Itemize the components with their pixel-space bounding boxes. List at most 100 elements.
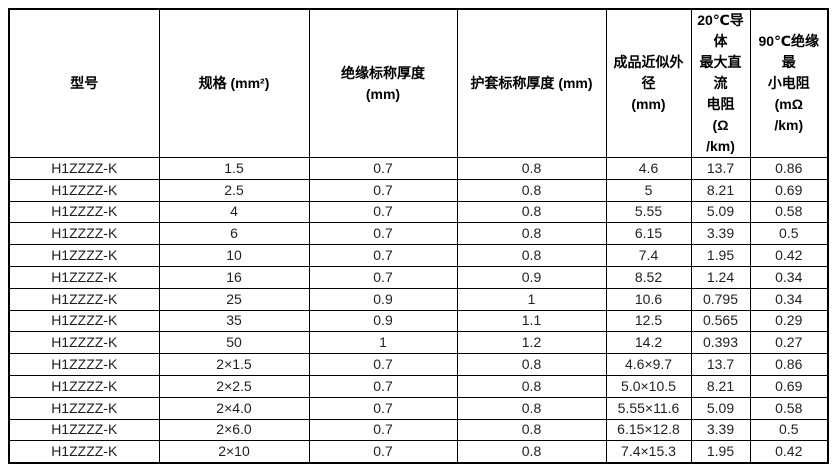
cell-outer-diameter: 6.15	[605, 222, 692, 246]
cell-insulation-thickness: 0.7	[308, 157, 458, 180]
cell-min-resistance-90c: 0.42	[749, 244, 829, 267]
table-row: H1ZZZZ-K 25 0.9 1 10.6 0.795 0.34	[8, 287, 829, 311]
cell-model: H1ZZZZ-K	[8, 244, 160, 267]
table-row: H1ZZZZ-K 2×4.0 0.7 0.8 5.55×11.6 5.09 0.58	[8, 396, 829, 420]
cell-insulation-thickness: 0.7	[308, 353, 458, 376]
cell-outer-diameter: 4.6	[605, 157, 692, 180]
cell-outer-diameter: 5.55×11.6	[605, 396, 692, 420]
cell-min-resistance-90c: 0.69	[749, 178, 829, 202]
cell-dc-resistance-20c: 3.39	[690, 222, 751, 246]
cell-dc-resistance-20c: 13.7	[690, 353, 751, 376]
cell-sheath-thickness: 0.8	[456, 200, 607, 224]
cell-model: H1ZZZZ-K	[8, 178, 160, 202]
table-row: H1ZZZZ-K 35 0.9 1.1 12.5 0.565 0.29	[8, 309, 829, 333]
cell-sheath-thickness: 0.8	[456, 396, 607, 420]
cell-outer-diameter: 8.52	[605, 265, 692, 289]
table-row: H1ZZZZ-K 4 0.7 0.8 5.55 5.09 0.58	[8, 200, 829, 224]
cell-sheath-thickness: 0.8	[456, 157, 607, 180]
cell-spec: 2×6.0	[158, 418, 310, 442]
cell-insulation-thickness: 0.7	[308, 440, 458, 464]
cell-min-resistance-90c: 0.42	[749, 440, 829, 464]
cell-min-resistance-90c: 0.34	[749, 265, 829, 289]
cell-min-resistance-90c: 0.5	[749, 418, 829, 442]
cell-sheath-thickness: 0.9	[456, 265, 607, 289]
column-header-outer-diameter: 成品近似外径 (mm)	[605, 8, 692, 158]
cell-model: H1ZZZZ-K	[8, 396, 160, 420]
cell-spec: 50	[158, 331, 310, 355]
cell-dc-resistance-20c: 8.21	[690, 178, 751, 202]
header-row: 型号 规格 (mm²) 绝缘标称厚度 (mm) 护套标称厚度 (mm) 成品近似外径 (…	[8, 8, 829, 158]
table-row: H1ZZZZ-K 2×10 0.7 0.8 7.4×15.3 1.95 0.42	[8, 440, 829, 464]
cell-dc-resistance-20c: 0.565	[690, 309, 751, 333]
cell-spec: 2×10	[158, 440, 310, 464]
cell-outer-diameter: 7.4×15.3	[605, 440, 692, 464]
cell-sheath-thickness: 0.8	[456, 374, 607, 398]
cell-min-resistance-90c: 0.58	[749, 200, 829, 224]
cell-dc-resistance-20c: 1.95	[690, 440, 751, 464]
cell-dc-resistance-20c: 1.24	[690, 265, 751, 289]
cell-spec: 6	[158, 222, 310, 246]
cell-spec: 35	[158, 309, 310, 333]
table-header: 型号 规格 (mm²) 绝缘标称厚度 (mm) 护套标称厚度 (mm) 成品近似外径 (…	[8, 8, 829, 158]
table-row: H1ZZZZ-K 2.5 0.7 0.8 5 8.21 0.69	[8, 178, 829, 202]
table-row: H1ZZZZ-K 6 0.7 0.8 6.15 3.39 0.5	[8, 222, 829, 246]
cell-spec: 25	[158, 287, 310, 311]
cable-spec-table: 型号 规格 (mm²) 绝缘标称厚度 (mm) 护套标称厚度 (mm) 成品近似外径 (…	[8, 8, 829, 464]
cell-sheath-thickness: 1.1	[456, 309, 607, 333]
cell-min-resistance-90c: 0.34	[749, 287, 829, 311]
cell-insulation-thickness: 0.7	[308, 418, 458, 442]
table-row: H1ZZZZ-K 10 0.7 0.8 7.4 1.95 0.42	[8, 244, 829, 267]
cell-spec: 2×2.5	[158, 374, 310, 398]
cell-model: H1ZZZZ-K	[8, 309, 160, 333]
cell-model: H1ZZZZ-K	[8, 440, 160, 464]
cell-spec: 2×1.5	[158, 353, 310, 376]
cell-model: H1ZZZZ-K	[8, 200, 160, 224]
table-body: H1ZZZZ-K 1.5 0.7 0.8 4.6 13.7 0.86 H1ZZZZ-K 2.5 0…	[8, 157, 829, 464]
cell-insulation-thickness: 0.7	[308, 374, 458, 398]
cell-insulation-thickness: 0.9	[308, 309, 458, 333]
table-row: H1ZZZZ-K 50 1 1.2 14.2 0.393 0.27	[8, 331, 829, 355]
cell-model: H1ZZZZ-K	[8, 265, 160, 289]
cell-outer-diameter: 4.6×9.7	[605, 353, 692, 376]
cell-min-resistance-90c: 0.58	[749, 396, 829, 420]
cell-sheath-thickness: 0.8	[456, 353, 607, 376]
table-row: H1ZZZZ-K 2×1.5 0.7 0.8 4.6×9.7 13.7 0.86	[8, 353, 829, 376]
cell-outer-diameter: 12.5	[605, 309, 692, 333]
cell-outer-diameter: 5.0×10.5	[605, 374, 692, 398]
cell-spec: 1.5	[158, 157, 310, 180]
cell-outer-diameter: 7.4	[605, 244, 692, 267]
cell-model: H1ZZZZ-K	[8, 374, 160, 398]
cell-sheath-thickness: 0.8	[456, 440, 607, 464]
cell-model: H1ZZZZ-K	[8, 222, 160, 246]
table-row: H1ZZZZ-K 2×2.5 0.7 0.8 5.0×10.5 8.21 0.69	[8, 374, 829, 398]
cell-spec: 2.5	[158, 178, 310, 202]
cell-dc-resistance-20c: 0.393	[690, 331, 751, 355]
cell-sheath-thickness: 0.8	[456, 244, 607, 267]
cell-outer-diameter: 14.2	[605, 331, 692, 355]
cell-model: H1ZZZZ-K	[8, 418, 160, 442]
column-header-min-resistance-90c: 90℃绝缘最 小电阻 (mΩ /km)	[749, 8, 829, 158]
cell-dc-resistance-20c: 5.09	[690, 396, 751, 420]
cell-dc-resistance-20c: 0.795	[690, 287, 751, 311]
cell-min-resistance-90c: 0.86	[749, 157, 829, 180]
cell-dc-resistance-20c: 5.09	[690, 200, 751, 224]
cell-model: H1ZZZZ-K	[8, 287, 160, 311]
cell-sheath-thickness: 1	[456, 287, 607, 311]
cell-min-resistance-90c: 0.86	[749, 353, 829, 376]
cell-sheath-thickness: 0.8	[456, 178, 607, 202]
column-header-sheath-thickness: 护套标称厚度 (mm)	[456, 8, 607, 158]
cell-min-resistance-90c: 0.69	[749, 374, 829, 398]
column-header-dc-resistance-20c: 20℃导体 最大直流 电阻 (Ω /km)	[690, 8, 751, 158]
cell-dc-resistance-20c: 8.21	[690, 374, 751, 398]
cell-model: H1ZZZZ-K	[8, 157, 160, 180]
cell-min-resistance-90c: 0.29	[749, 309, 829, 333]
cell-dc-resistance-20c: 3.39	[690, 418, 751, 442]
cell-outer-diameter: 10.6	[605, 287, 692, 311]
cell-dc-resistance-20c: 1.95	[690, 244, 751, 267]
cell-spec: 16	[158, 265, 310, 289]
cell-outer-diameter: 5.55	[605, 200, 692, 224]
cell-insulation-thickness: 0.7	[308, 265, 458, 289]
cell-insulation-thickness: 0.7	[308, 396, 458, 420]
table-row: H1ZZZZ-K 2×6.0 0.7 0.8 6.15×12.8 3.39 0.5	[8, 418, 829, 442]
column-header-spec: 规格 (mm²)	[158, 8, 310, 158]
